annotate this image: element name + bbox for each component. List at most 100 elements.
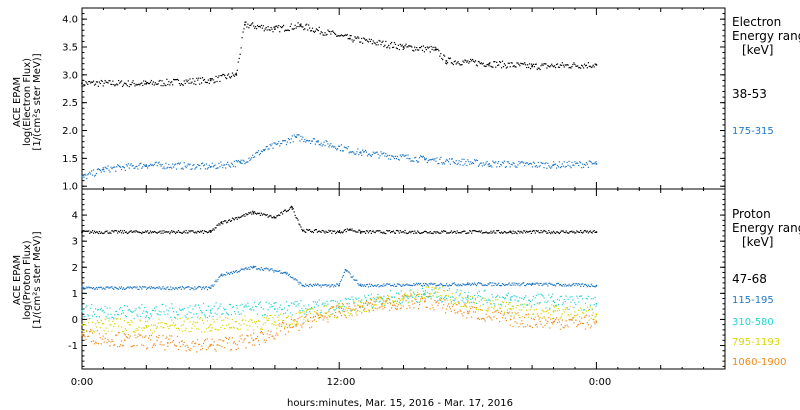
data-dot <box>158 286 160 288</box>
data-dot <box>134 310 136 312</box>
data-dot <box>89 232 91 234</box>
data-point <box>595 163 598 165</box>
data-dot <box>570 67 572 69</box>
data-dot <box>161 304 163 306</box>
data-dot <box>272 217 274 219</box>
data-dot <box>194 232 196 234</box>
data-dot <box>564 309 566 311</box>
data-dot <box>502 65 505 68</box>
data-dot <box>579 66 581 69</box>
data-dot <box>470 230 472 232</box>
data-dot <box>367 309 370 311</box>
data-dot <box>355 231 357 233</box>
data-dot <box>265 267 267 269</box>
data-dot <box>231 318 234 321</box>
data-dot <box>258 343 261 346</box>
data-dot <box>251 319 253 322</box>
data-dot <box>288 138 290 141</box>
data-dot <box>305 141 307 143</box>
data-dot <box>344 269 346 271</box>
data-dot <box>400 304 402 306</box>
data-dot <box>416 46 418 49</box>
data-dot <box>342 231 344 233</box>
data-dot <box>444 163 446 165</box>
data-dot <box>263 339 265 341</box>
data-dot <box>280 272 282 274</box>
data-dot <box>418 46 421 49</box>
data-dot <box>362 306 364 308</box>
data-dot <box>555 167 558 169</box>
data-dot <box>287 138 290 140</box>
data-dot <box>192 323 194 325</box>
data-dot <box>291 314 293 316</box>
data-dot <box>473 294 476 297</box>
data-dot <box>315 28 317 30</box>
data-dot <box>449 57 452 59</box>
data-dot <box>528 303 531 305</box>
data-dot <box>121 330 124 333</box>
data-dot <box>123 167 126 169</box>
data-dot <box>125 83 127 85</box>
data-dot <box>383 305 385 307</box>
data-dot <box>205 328 208 330</box>
data-dot <box>116 310 118 312</box>
data-dot <box>362 231 364 233</box>
data-dot <box>361 37 363 40</box>
data-dot <box>430 282 432 284</box>
data-dot <box>98 321 100 323</box>
data-dot <box>201 229 204 232</box>
data-dot <box>294 301 296 303</box>
data-dot <box>308 140 310 142</box>
data-dot <box>265 146 267 148</box>
data-dot <box>153 84 155 86</box>
data-dot <box>467 232 469 234</box>
data-dot <box>449 284 452 287</box>
data-dot <box>473 230 476 232</box>
data-dot <box>296 217 298 220</box>
data-dot <box>309 283 311 286</box>
data-dot <box>304 285 306 288</box>
data-dot <box>397 44 399 46</box>
data-dot <box>458 295 460 297</box>
data-dot <box>148 335 151 337</box>
data-dot <box>418 293 421 295</box>
data-dot <box>581 167 583 169</box>
data-dot <box>550 65 552 67</box>
data-dot <box>114 166 116 168</box>
data-dot <box>137 231 139 233</box>
data-dot <box>529 325 532 327</box>
data-dot <box>187 346 189 349</box>
data-dot <box>566 284 568 286</box>
data-dot <box>591 314 593 316</box>
data-dot <box>401 298 403 300</box>
data-dot <box>277 26 279 29</box>
data-dot <box>88 80 90 83</box>
data-dot <box>499 232 502 234</box>
data-dot <box>202 286 205 288</box>
y-tick-label: -1 <box>68 341 78 352</box>
data-dot <box>448 284 451 286</box>
data-dot <box>443 230 445 232</box>
data-dot <box>217 329 219 331</box>
data-dot <box>457 301 459 303</box>
data-dot <box>92 340 95 342</box>
data-dot <box>189 305 191 307</box>
data-dot <box>536 302 538 304</box>
data-dot <box>151 164 154 166</box>
data-dot <box>307 284 309 287</box>
data-dot <box>476 318 479 320</box>
data-dot <box>415 232 417 234</box>
data-dot <box>508 301 510 304</box>
data-dot <box>367 153 370 155</box>
data-dot <box>258 302 261 304</box>
data-dot <box>260 212 262 214</box>
data-dot <box>386 47 388 49</box>
data-dot <box>440 156 442 158</box>
data-dot <box>573 316 575 318</box>
data-dot <box>234 321 236 323</box>
data-dot <box>568 319 570 321</box>
data-dot <box>400 290 402 292</box>
data-dot <box>478 282 480 284</box>
data-dot <box>485 162 487 164</box>
data-dot <box>118 325 120 327</box>
